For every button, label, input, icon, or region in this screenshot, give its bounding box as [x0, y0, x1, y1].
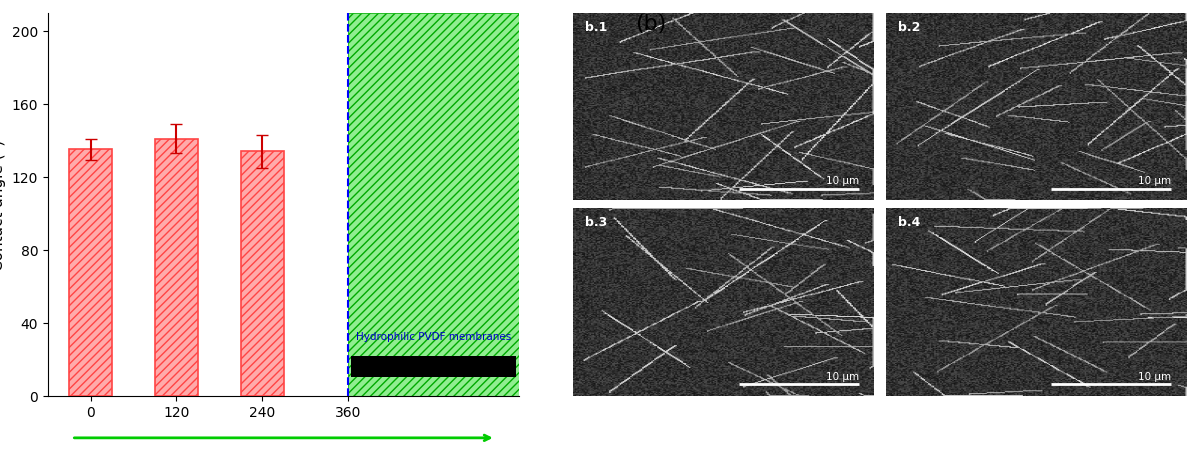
Text: b.2: b.2 [897, 21, 920, 34]
Text: 10 μm: 10 μm [825, 176, 859, 186]
Y-axis label: Contact angle (°): Contact angle (°) [0, 139, 6, 270]
Bar [69, 150, 113, 396]
Text: 10 μm: 10 μm [1138, 371, 1170, 381]
Text: Hydrophilic PVDF membranes: Hydrophilic PVDF membranes [356, 331, 512, 341]
Text: b.4: b.4 [897, 216, 920, 229]
Text: 10 μm: 10 μm [1138, 176, 1170, 186]
Bar [155, 139, 198, 396]
Text: b.1: b.1 [586, 21, 607, 34]
Text: b.3: b.3 [586, 216, 607, 229]
Bar [351, 356, 515, 378]
Bar [347, 14, 562, 396]
Bar [347, 14, 591, 396]
Text: (b): (b) [635, 14, 666, 34]
Bar [241, 152, 284, 396]
Text: 10 μm: 10 μm [825, 371, 859, 381]
